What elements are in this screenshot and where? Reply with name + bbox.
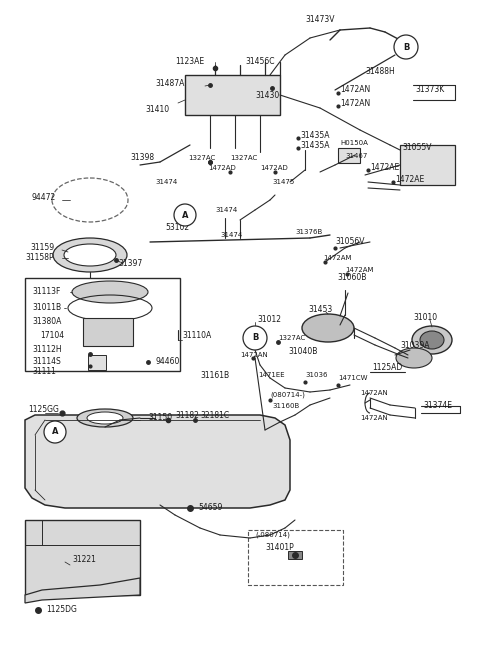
- Text: 31221: 31221: [72, 556, 96, 565]
- Bar: [88, 355, 106, 370]
- Text: 53102: 53102: [165, 224, 189, 232]
- Text: 1327AC: 1327AC: [230, 155, 257, 161]
- Text: 1472AN: 1472AN: [240, 352, 268, 358]
- Text: 31113F: 31113F: [32, 287, 60, 295]
- Bar: [248, 530, 343, 585]
- Text: 31036: 31036: [305, 372, 327, 378]
- Text: (080714-): (080714-): [270, 392, 305, 398]
- Text: 1471CW: 1471CW: [338, 375, 368, 381]
- Text: 31039A: 31039A: [400, 340, 430, 350]
- Text: 94472: 94472: [32, 194, 56, 203]
- Text: 31474: 31474: [215, 207, 237, 213]
- Text: 31158P: 31158P: [25, 253, 54, 262]
- Text: 31159: 31159: [30, 243, 54, 253]
- Text: 31488H: 31488H: [365, 68, 395, 77]
- Text: 31473V: 31473V: [305, 16, 335, 24]
- Ellipse shape: [412, 326, 452, 354]
- Ellipse shape: [64, 244, 116, 266]
- Text: 31060B: 31060B: [337, 274, 366, 283]
- Text: 1123AE: 1123AE: [175, 58, 204, 66]
- Text: (-080714): (-080714): [255, 532, 290, 539]
- Text: 31376B: 31376B: [295, 229, 322, 235]
- Text: 31430: 31430: [255, 91, 279, 100]
- Polygon shape: [25, 578, 140, 603]
- Text: 31040B: 31040B: [288, 348, 317, 356]
- Text: 1472AM: 1472AM: [323, 255, 351, 261]
- Bar: [25, 278, 180, 371]
- Text: 31410: 31410: [145, 106, 169, 115]
- Text: 32181C: 32181C: [200, 411, 229, 419]
- Text: 31374E: 31374E: [423, 401, 452, 409]
- Bar: [25, 520, 140, 595]
- Text: 54659: 54659: [198, 504, 222, 512]
- Ellipse shape: [420, 331, 444, 349]
- Text: 31114S: 31114S: [32, 358, 61, 367]
- Ellipse shape: [87, 412, 123, 424]
- Text: 1327AC: 1327AC: [188, 155, 215, 161]
- Text: 1472AD: 1472AD: [208, 165, 236, 171]
- Text: 1125AD: 1125AD: [372, 363, 402, 373]
- Bar: [338, 148, 360, 163]
- Text: 1125DG: 1125DG: [46, 605, 77, 615]
- Text: 31398: 31398: [130, 154, 154, 163]
- Bar: [400, 145, 455, 185]
- Text: 31474: 31474: [155, 179, 177, 185]
- Text: 31055V: 31055V: [402, 144, 432, 152]
- Text: 1472AM: 1472AM: [345, 267, 373, 273]
- Text: 31487A: 31487A: [155, 79, 184, 87]
- Text: 31112H: 31112H: [32, 346, 61, 354]
- Text: 31380A: 31380A: [32, 318, 61, 327]
- Text: 31435A: 31435A: [300, 131, 329, 140]
- Circle shape: [243, 326, 267, 350]
- Circle shape: [394, 35, 418, 59]
- Text: 1472AN: 1472AN: [340, 85, 370, 94]
- Text: 31397: 31397: [118, 258, 142, 268]
- Ellipse shape: [302, 314, 354, 342]
- Ellipse shape: [396, 348, 432, 368]
- Text: 31373K: 31373K: [415, 85, 444, 94]
- Text: 31150: 31150: [148, 413, 172, 422]
- Text: 31110A: 31110A: [182, 331, 211, 340]
- Text: B: B: [403, 43, 409, 52]
- Bar: [185, 75, 280, 115]
- Text: 31435A: 31435A: [300, 140, 329, 150]
- Text: 17104: 17104: [40, 331, 64, 340]
- Text: 31182: 31182: [175, 411, 199, 419]
- Bar: [83, 318, 133, 346]
- Text: 31161B: 31161B: [200, 371, 229, 380]
- Text: 1472AE: 1472AE: [395, 176, 424, 184]
- Text: 31456C: 31456C: [245, 58, 275, 66]
- Text: H0150A: H0150A: [340, 140, 368, 146]
- Text: 1472AE: 1472AE: [370, 163, 399, 173]
- Text: 1472AN: 1472AN: [360, 390, 388, 396]
- Text: 31160B: 31160B: [272, 403, 299, 409]
- Text: A: A: [182, 211, 188, 220]
- Ellipse shape: [72, 281, 148, 303]
- Text: 31474: 31474: [220, 232, 242, 238]
- Text: 31111: 31111: [32, 367, 56, 377]
- Circle shape: [44, 421, 66, 443]
- Text: 31467: 31467: [345, 153, 367, 159]
- Text: 1472AN: 1472AN: [360, 415, 388, 421]
- Polygon shape: [25, 415, 290, 508]
- Ellipse shape: [53, 238, 127, 272]
- Text: 31012: 31012: [257, 316, 281, 325]
- Text: A: A: [52, 428, 58, 436]
- Text: 1125GG: 1125GG: [28, 405, 59, 415]
- Text: 1471EE: 1471EE: [258, 372, 285, 378]
- Text: 31011B: 31011B: [32, 304, 61, 312]
- Text: 1472AD: 1472AD: [260, 165, 288, 171]
- Text: 1472AN: 1472AN: [340, 98, 370, 108]
- Bar: [288, 551, 302, 559]
- Ellipse shape: [77, 409, 133, 427]
- Text: 31453: 31453: [308, 306, 332, 314]
- Text: 31056V: 31056V: [335, 237, 364, 247]
- Text: 1327AC: 1327AC: [278, 335, 305, 341]
- Text: B: B: [252, 333, 258, 342]
- Text: 31401P: 31401P: [265, 544, 294, 552]
- Text: 31010: 31010: [413, 314, 437, 323]
- Circle shape: [174, 204, 196, 226]
- Text: 31475: 31475: [272, 179, 294, 185]
- Text: 94460: 94460: [155, 358, 180, 367]
